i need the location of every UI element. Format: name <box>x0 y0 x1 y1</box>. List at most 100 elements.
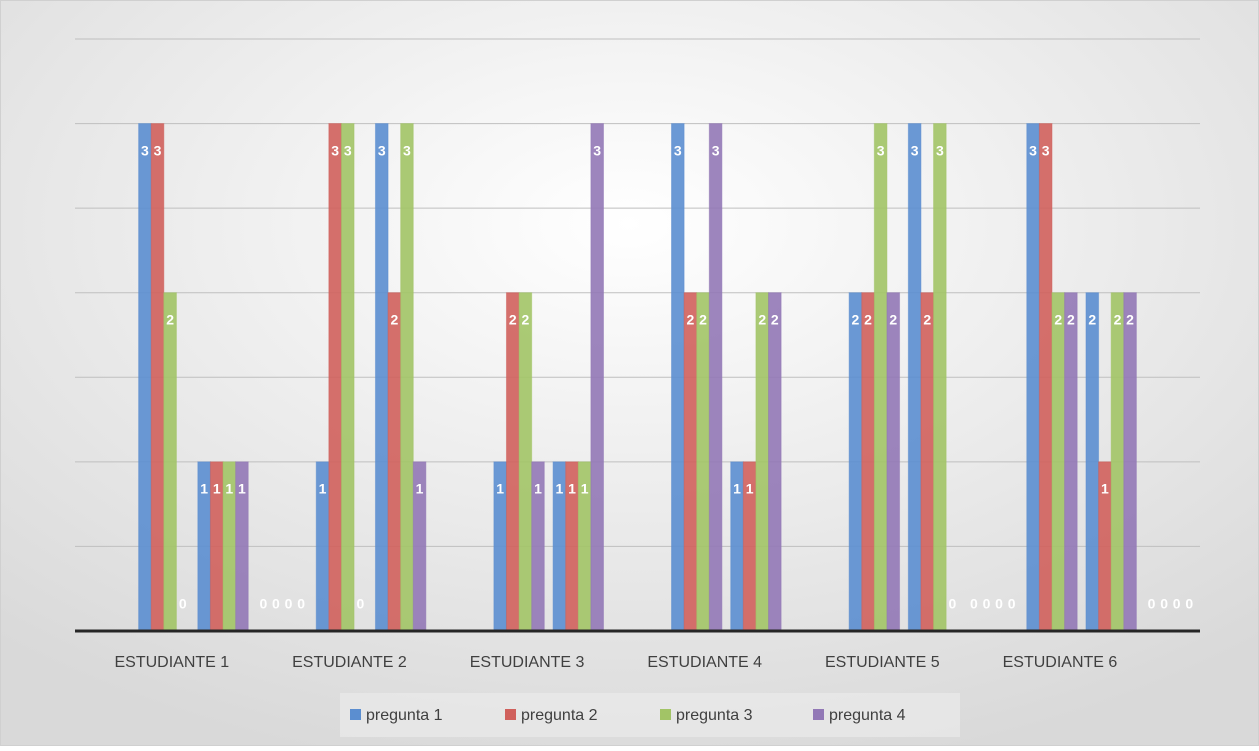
legend-label: pregunta 1 <box>366 707 443 724</box>
data-label: 3 <box>1029 142 1037 158</box>
data-label: 2 <box>687 311 695 327</box>
bar <box>1123 292 1137 632</box>
data-label: 1 <box>555 481 563 497</box>
data-label: 2 <box>889 311 897 327</box>
legend-label: pregunta 4 <box>829 707 906 724</box>
data-label: 0 <box>1148 596 1156 612</box>
bar <box>886 292 901 632</box>
bar <box>138 123 152 632</box>
data-label: 2 <box>1067 311 1075 327</box>
bar <box>1051 292 1066 632</box>
data-label: 1 <box>746 481 754 497</box>
bar <box>1110 292 1125 632</box>
data-label: 0 <box>995 596 1003 612</box>
data-label: 2 <box>390 311 398 327</box>
data-label: 2 <box>699 311 707 327</box>
bar <box>933 123 947 632</box>
bar <box>873 123 888 632</box>
data-label: 3 <box>674 142 682 158</box>
data-label: 3 <box>712 142 720 158</box>
x-tick-label: ESTUDIANTE 4 <box>647 654 762 671</box>
data-label: 2 <box>1088 311 1096 327</box>
data-label: 0 <box>1185 596 1193 612</box>
bar <box>518 292 533 632</box>
x-tick-label: ESTUDIANTE 2 <box>292 654 407 671</box>
data-label: 2 <box>758 311 766 327</box>
data-label: 0 <box>356 596 364 612</box>
x-tick-label: ESTUDIANTE 6 <box>1003 654 1118 671</box>
data-label: 3 <box>403 142 411 158</box>
data-label: 3 <box>911 142 919 158</box>
data-label: 0 <box>285 596 293 612</box>
data-label: 1 <box>213 481 221 497</box>
data-label: 2 <box>864 311 872 327</box>
data-label: 3 <box>877 142 885 158</box>
bar <box>671 123 685 632</box>
bar <box>920 292 935 632</box>
data-label: 0 <box>297 596 305 612</box>
bar <box>400 123 414 632</box>
data-label: 3 <box>936 142 944 158</box>
legend-swatch <box>813 709 824 720</box>
data-label: 1 <box>1101 481 1109 497</box>
legend-swatch <box>350 709 361 720</box>
bar <box>163 292 177 632</box>
data-label: 2 <box>852 311 860 327</box>
bar <box>150 123 165 632</box>
data-label: 3 <box>593 142 601 158</box>
data-label: 1 <box>733 481 741 497</box>
data-label: 1 <box>534 481 542 497</box>
data-label: 2 <box>509 311 517 327</box>
data-label: 2 <box>771 311 779 327</box>
data-label: 0 <box>272 596 280 612</box>
bar <box>328 123 342 632</box>
data-label: 3 <box>154 142 162 158</box>
bar <box>848 292 863 632</box>
data-label: 2 <box>1054 311 1062 327</box>
bar <box>505 292 520 632</box>
bar <box>374 123 389 632</box>
bar <box>907 123 922 632</box>
data-label: 3 <box>331 142 339 158</box>
data-label: 3 <box>141 142 149 158</box>
data-label: 1 <box>200 481 208 497</box>
bar <box>861 292 875 632</box>
data-label: 0 <box>1008 596 1016 612</box>
data-label: 0 <box>949 596 957 612</box>
data-label: 2 <box>923 311 931 327</box>
bar <box>683 292 698 632</box>
bar <box>1085 292 1100 632</box>
data-label: 1 <box>568 481 576 497</box>
data-label: 1 <box>238 481 246 497</box>
data-label: 0 <box>983 596 991 612</box>
x-tick-label: ESTUDIANTE 1 <box>114 654 229 671</box>
bar <box>696 292 710 632</box>
data-label: 3 <box>1042 142 1050 158</box>
legend-swatch <box>660 709 671 720</box>
legend-label: pregunta 2 <box>521 707 598 724</box>
bar <box>1038 123 1053 632</box>
data-label: 1 <box>225 481 233 497</box>
data-label: 1 <box>581 481 589 497</box>
data-label: 2 <box>1114 311 1122 327</box>
bar <box>387 292 402 632</box>
bar <box>1064 292 1078 632</box>
bar <box>708 123 723 632</box>
data-label: 0 <box>179 596 187 612</box>
data-label: 3 <box>344 142 352 158</box>
legend-label: pregunta 3 <box>676 707 753 724</box>
data-label: 0 <box>259 596 267 612</box>
bar <box>1026 123 1040 632</box>
x-tick-label: ESTUDIANTE 3 <box>470 654 585 671</box>
data-label: 0 <box>1173 596 1181 612</box>
legend-box <box>340 693 960 737</box>
bar <box>590 123 604 632</box>
legend-swatch <box>505 709 516 720</box>
data-label: 1 <box>319 481 327 497</box>
data-label: 2 <box>521 311 529 327</box>
bar <box>768 292 782 632</box>
data-label: 2 <box>166 311 174 327</box>
data-label: 0 <box>1160 596 1168 612</box>
data-label: 1 <box>416 481 424 497</box>
